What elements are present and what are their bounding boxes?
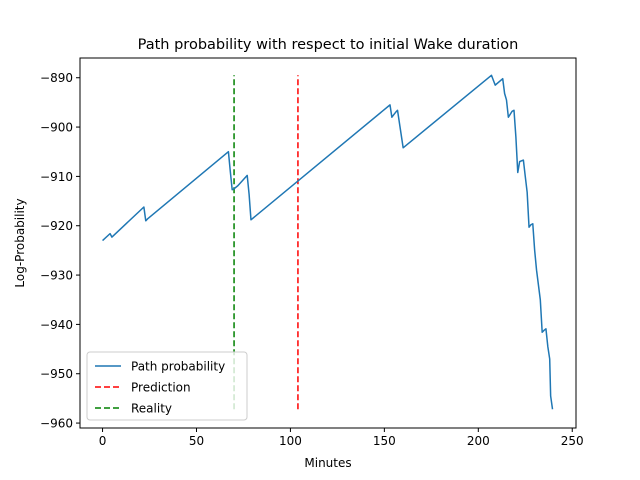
legend-label: Prediction bbox=[131, 381, 191, 395]
y-axis-label: Log-Probability bbox=[13, 198, 27, 287]
legend-label: Path probability bbox=[131, 360, 225, 374]
x-tick-label: 100 bbox=[279, 434, 302, 448]
y-tick-label: −890 bbox=[40, 71, 73, 85]
x-tick-label: 50 bbox=[189, 434, 204, 448]
legend-box bbox=[86, 351, 248, 421]
x-tick-label: 0 bbox=[99, 434, 107, 448]
x-tick-label: 250 bbox=[561, 434, 584, 448]
y-tick-label: −950 bbox=[40, 367, 73, 381]
plot-frame bbox=[79, 57, 577, 429]
y-tick-label: −900 bbox=[40, 121, 73, 135]
chart-title: Path probability with respect to initial… bbox=[138, 37, 519, 53]
x-axis-label: Minutes bbox=[304, 456, 351, 470]
y-tick-label: −910 bbox=[40, 170, 73, 184]
series-line-path-probability bbox=[102, 74, 554, 410]
y-tick-label: −960 bbox=[40, 417, 73, 431]
legend-label: Reality bbox=[131, 402, 172, 416]
axes-layer: 0 50 100 150 200 250 −890 −900 −910 −920 −930 −940 −… bbox=[40, 57, 584, 448]
y-tick-label: −920 bbox=[40, 219, 73, 233]
x-tick-label: 200 bbox=[467, 434, 490, 448]
x-tick-label: 150 bbox=[373, 434, 396, 448]
legend: Path probability Prediction Reality bbox=[86, 351, 248, 421]
y-tick-label: −940 bbox=[40, 318, 73, 332]
y-tick-label: −930 bbox=[40, 269, 73, 283]
